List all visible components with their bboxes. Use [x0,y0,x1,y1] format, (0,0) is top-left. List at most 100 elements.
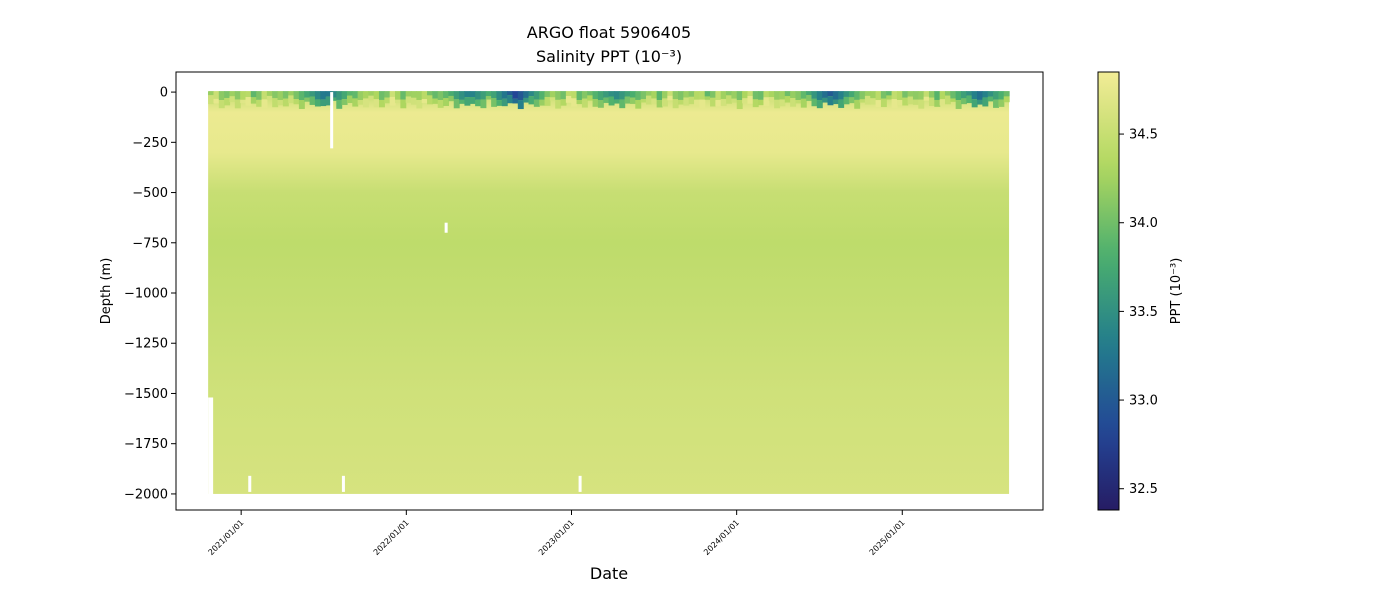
subsurface-salinity-cell [613,99,620,104]
subsurface-salinity-cell [971,99,978,108]
surface-salinity-cell [357,91,364,101]
subsurface-salinity-cell [848,97,855,104]
subsurface-salinity-cell [411,97,417,105]
colorbar-frame [1097,71,1120,511]
surface-salinity-cell [330,91,337,98]
subsurface-salinity-cell [432,98,439,104]
surface-salinity-cell [581,91,588,99]
surface-salinity-cell [848,91,855,98]
surface-salinity-cell [213,91,220,99]
subsurface-salinity-cell [832,99,839,105]
surface-salinity-cell [309,91,316,97]
subsurface-salinity-cell [501,98,508,107]
surface-salinity-cell [384,91,391,98]
subsurface-salinity-cell [405,96,412,103]
surface-salinity-cell [603,91,610,98]
subsurface-salinity-cell [993,99,999,108]
surface-salinity-cell [443,91,450,99]
surface-salinity-cell [811,91,818,99]
subsurface-salinity-cell [859,99,866,103]
surface-salinity-cell [870,91,877,99]
surface-salinity-cell [523,91,530,98]
subsurface-salinity-cell [427,95,433,105]
colorbar-axis: 32.5 33.0 33.5 34.0 34.5 [1119,128,1158,497]
subsurface-salinity-cell [640,99,647,103]
surface-salinity-cell [699,91,706,100]
subsurface-salinity-cell [710,97,716,107]
subsurface-salinity-cell [309,96,316,105]
subsurface-salinity-cell [229,96,236,103]
y-tick-label: −250 [132,136,168,151]
subsurface-salinity-cell [512,98,519,104]
surface-salinity-cell [704,91,711,97]
colorbar-tick-label: 33.5 [1129,305,1158,320]
subsurface-salinity-cell [784,96,791,103]
y-tick-label: −2000 [124,487,168,502]
subsurface-salinity-cell [955,100,962,109]
subsurface-salinity-cell [357,100,364,105]
surface-salinity-cell [240,91,247,100]
surface-salinity-cell [1003,91,1010,97]
surface-salinity-cell [293,91,300,100]
subsurface-salinity-cell [758,99,765,106]
subsurface-salinity-cell [656,100,663,108]
subsurface-salinity-cell [298,100,305,109]
surface-salinity-cell [485,91,492,97]
surface-salinity-cell [816,91,823,101]
surface-salinity-cell [405,91,412,97]
data-gap [444,222,448,233]
subsurface-salinity-cell [240,99,247,104]
surface-salinity-cell [325,91,332,97]
subsurface-salinity-cell [517,100,524,110]
subsurface-salinity-cell [304,97,311,102]
subsurface-salinity-cell [544,96,551,106]
surface-salinity-cell [592,91,599,100]
x-tick-label: 2025/01/01 [868,518,907,557]
surface-salinity-cell [346,91,353,96]
surface-salinity-cell [266,91,273,96]
y-tick-label: −1000 [124,287,168,302]
y-tick-label: −1750 [124,437,168,452]
surface-salinity-cell [427,91,433,96]
colorbar-label: PPT (10⁻³) [1169,258,1184,325]
subsurface-salinity-cell [325,96,332,106]
colorbar-tick-label: 32.5 [1129,482,1158,497]
subsurface-salinity-cell [747,95,754,104]
x-tick-label: 2023/01/01 [537,518,576,557]
subsurface-salinity-cell [218,100,225,109]
surface-salinity-cell [961,91,967,99]
surface-salinity-cell [854,91,861,100]
surface-salinity-cell [955,91,962,101]
subsurface-salinity-cell [715,100,722,107]
surface-salinity-cell [678,91,684,100]
subsurface-salinity-cell [592,99,599,107]
subsurface-salinity-cell [998,99,1005,107]
surface-salinity-cell [736,91,743,101]
surface-salinity-cell [496,91,503,101]
subsurface-salinity-cell [565,95,572,103]
colorbar-tick-label: 34.0 [1129,216,1158,231]
surface-salinity-cell [432,91,439,99]
surface-salinity-cell [298,91,305,101]
subsurface-salinity-cell [416,100,423,109]
subsurface-salinity-cell [624,96,631,104]
subsurface-salinity-cell [395,99,401,104]
surface-salinity-cell [656,91,663,101]
surface-salinity-cell [710,91,716,98]
surface-salinity-cell [411,91,417,98]
subsurface-salinity-cell [918,99,925,109]
subsurface-salinity-cell [800,98,807,108]
surface-salinity-cell [891,91,898,100]
subsurface-salinity-cell [448,95,455,102]
subsurface-salinity-cell [256,99,263,107]
surface-salinity-cell [758,91,765,100]
y-axis: 0 −250 −500 −750 −1000 −1250 −1500 −1750 −2000 [124,86,176,502]
surface-salinity-cell [453,91,460,100]
subsurface-salinity-cell [896,100,903,106]
surface-salinity-cell [544,91,551,97]
subsurface-salinity-cell [533,99,540,107]
surface-salinity-cell [977,91,983,100]
colorbar-tick-label: 34.5 [1129,128,1158,143]
surface-salinity-cell [907,91,914,97]
subsurface-salinity-cell [608,96,615,106]
